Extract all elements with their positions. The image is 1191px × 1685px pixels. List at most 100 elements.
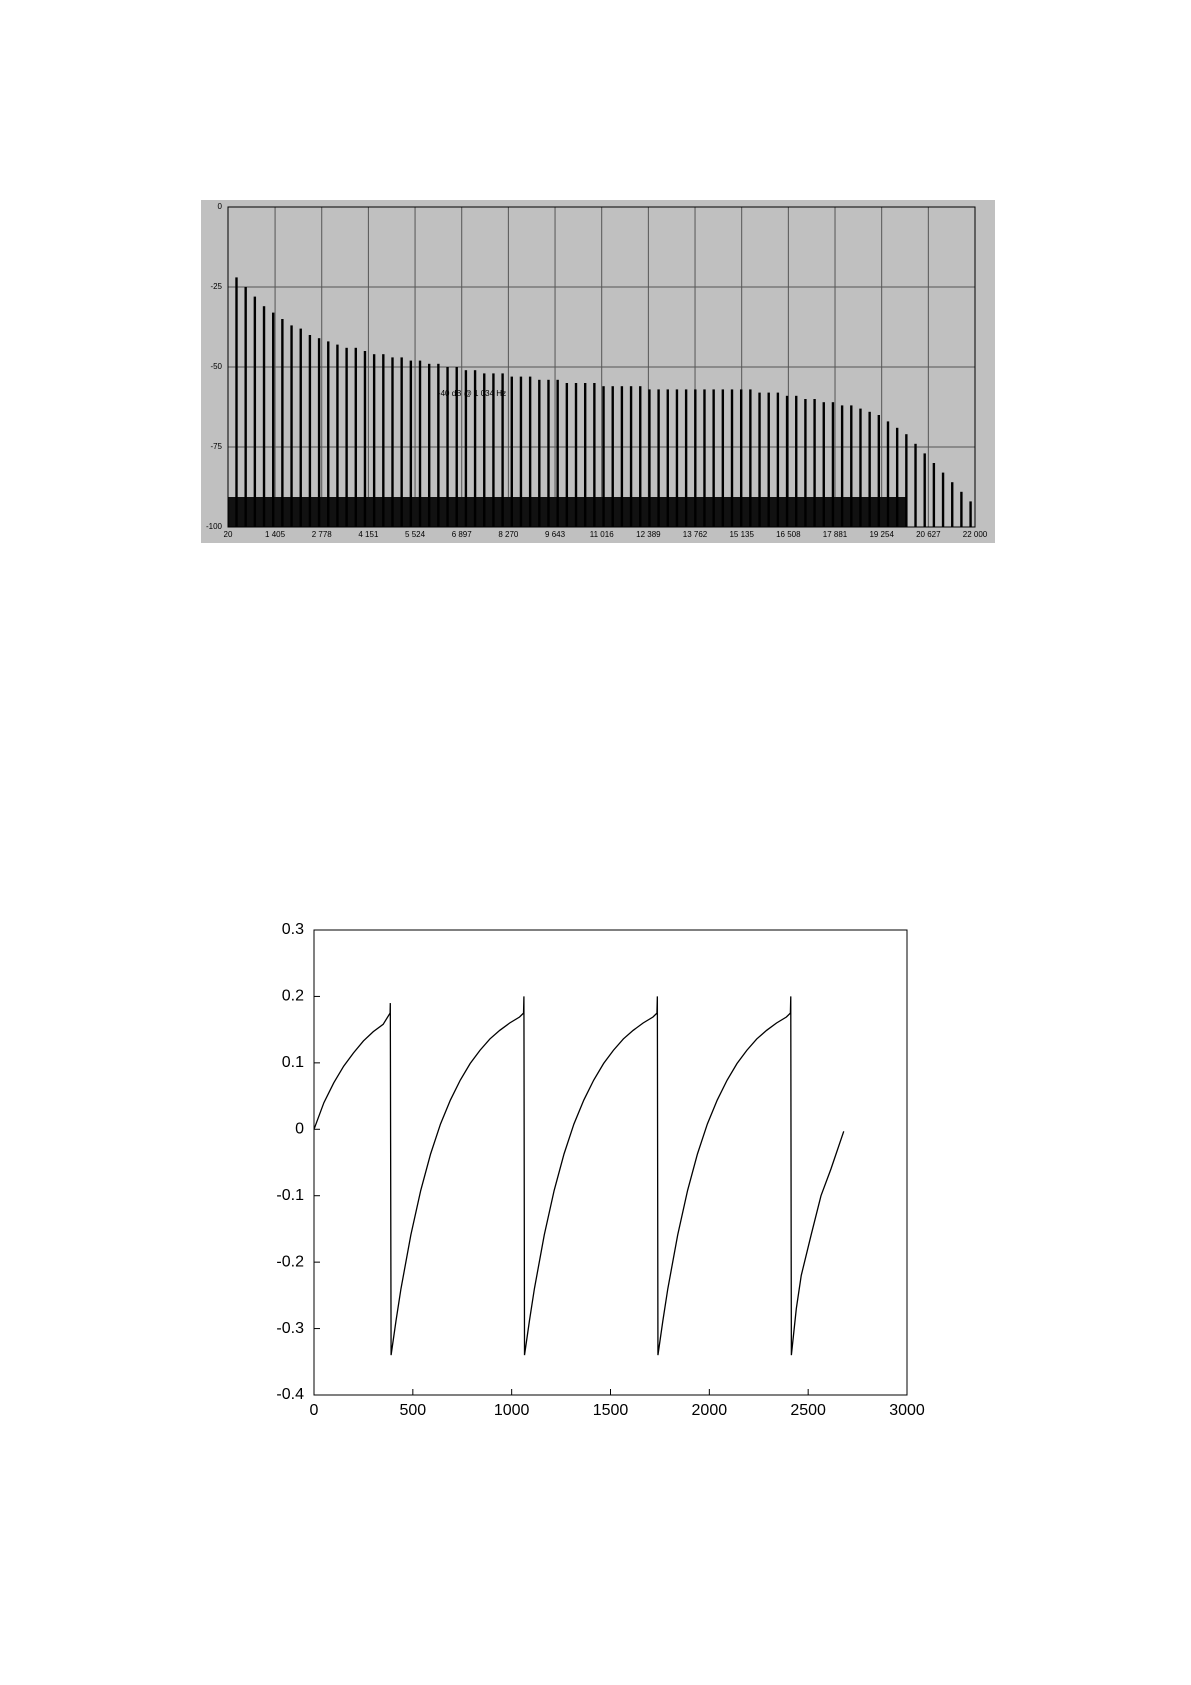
- y-tick-label: -0.4: [276, 1386, 304, 1403]
- bar: [712, 389, 715, 527]
- x-tick-label: 5 524: [405, 530, 426, 539]
- bar: [684, 389, 688, 527]
- bar: [739, 389, 743, 527]
- bar: [602, 386, 605, 527]
- x-tick-label: 500: [399, 1402, 426, 1419]
- x-tick-label: 6 897: [452, 530, 473, 539]
- x-tick-label: 13 762: [683, 530, 708, 539]
- y-tick-label: -50: [210, 362, 222, 371]
- bar: [767, 392, 770, 527]
- bar: [611, 386, 614, 527]
- bar: [272, 312, 275, 527]
- bar: [308, 335, 312, 527]
- bar: [703, 389, 706, 527]
- bar: [483, 373, 486, 527]
- x-tick-label: 16 508: [776, 530, 801, 539]
- bar: [694, 389, 697, 527]
- bar: [317, 338, 321, 527]
- bar: [556, 379, 559, 527]
- bar: [262, 306, 266, 527]
- bar: [850, 405, 853, 527]
- x-tick-label: 11 016: [590, 530, 614, 539]
- x-tick-label: 2500: [790, 1402, 826, 1419]
- x-tick-label: 4 151: [358, 530, 379, 539]
- line: [313, 996, 845, 1356]
- bar: [859, 408, 862, 527]
- bar: [528, 376, 532, 527]
- bar: [299, 328, 302, 527]
- x-tick-label: 15 135: [729, 530, 754, 539]
- bar: [914, 443, 917, 527]
- bar: [345, 347, 348, 527]
- bar: [831, 402, 835, 527]
- bar: [941, 472, 945, 527]
- bar: [281, 319, 284, 527]
- x-tick-label: 2 778: [312, 530, 333, 539]
- x-tick-label: 3000: [889, 1402, 925, 1419]
- bar: [327, 341, 330, 527]
- bar: [400, 357, 403, 527]
- bar: [574, 383, 578, 527]
- bar: [804, 399, 807, 527]
- bar: [473, 370, 477, 527]
- bar: [464, 370, 468, 527]
- bar: [253, 296, 257, 527]
- x-tick-label: 1000: [494, 1402, 530, 1419]
- bar: [969, 501, 972, 527]
- y-tick-label: 0: [218, 202, 223, 211]
- bar: [813, 399, 816, 527]
- bar: [446, 367, 449, 527]
- bar: [510, 376, 513, 527]
- plot-area: [227, 206, 976, 528]
- y-tick-label: 0.3: [282, 921, 304, 938]
- bar: [758, 392, 761, 527]
- x-tick-label: 17 881: [823, 530, 848, 539]
- y-tick-label: -25: [210, 282, 222, 291]
- bar: [657, 389, 660, 527]
- bar: [675, 389, 679, 527]
- annotation: -40 dB @ 1 034 Hz: [438, 389, 506, 398]
- y-tick-label: -0.2: [276, 1253, 304, 1270]
- y-tick-label: -0.1: [276, 1187, 304, 1204]
- bar: [923, 453, 926, 527]
- x-tick-label: 8 270: [498, 530, 519, 539]
- bar: [565, 383, 569, 527]
- bar: [620, 386, 624, 527]
- x-tick-label: 19 254: [869, 530, 894, 539]
- bar: [547, 379, 550, 527]
- x-tick-label: 1 405: [265, 530, 286, 539]
- bar: [391, 357, 394, 527]
- x-tick-label: 22 000: [963, 530, 988, 539]
- bar: [235, 277, 238, 527]
- bar: [382, 354, 385, 527]
- y-tick-label: 0.2: [282, 988, 304, 1005]
- bar: [639, 386, 642, 527]
- bar: [648, 389, 651, 527]
- bar: [593, 383, 596, 527]
- x-tick-label: 1500: [593, 1402, 629, 1419]
- bar: [795, 395, 798, 527]
- bar: [960, 491, 963, 527]
- bar: [455, 367, 458, 527]
- x-tick-label: 0: [310, 1402, 319, 1419]
- bar: [336, 344, 339, 527]
- bar: [886, 421, 890, 527]
- bar: [905, 434, 908, 527]
- bar: [409, 360, 413, 527]
- bar: [492, 373, 495, 527]
- bar: [951, 482, 954, 527]
- bar: [822, 402, 825, 527]
- x-tick-label: 20: [224, 530, 233, 539]
- bar: [730, 389, 734, 527]
- bar: [666, 389, 669, 527]
- bar: [372, 354, 376, 527]
- plot-area: [313, 929, 908, 1396]
- bar: [583, 383, 587, 527]
- bar: [427, 363, 431, 527]
- y-tick-label: 0: [295, 1121, 304, 1138]
- bar: [776, 392, 780, 527]
- bar: [895, 427, 899, 527]
